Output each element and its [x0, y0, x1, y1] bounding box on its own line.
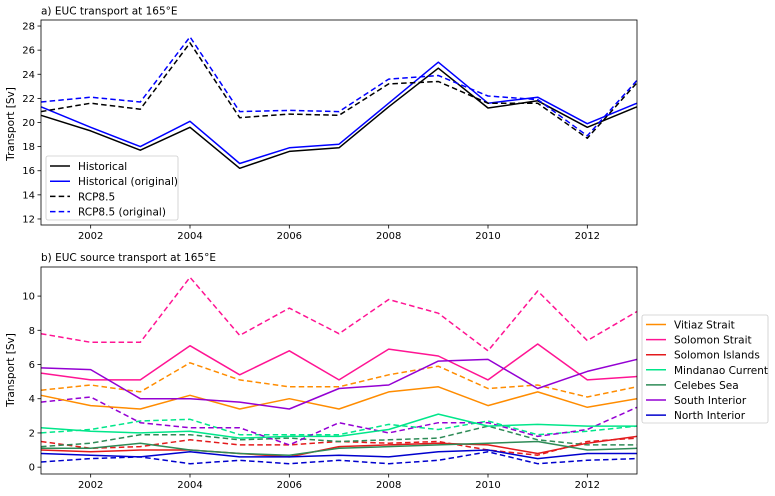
panel-a-x-tick-label: 2008 [376, 231, 401, 242]
panel-a-series-lines [40, 36, 638, 170]
panel-b-y-tick-label: 0 [29, 463, 35, 474]
panel-b-x-tick-label: 2006 [277, 480, 302, 491]
panel-a-y-tick-label: 22 [22, 94, 35, 105]
panel-b-series-dashed-line-0 [40, 362, 638, 398]
panel-b-legend-label: South Interior [674, 395, 747, 407]
panel-b-x-tick-label: 2012 [575, 480, 600, 491]
panel-b-legend-label: North Interior [674, 410, 746, 422]
panel-b-legend-label: Mindanao Current [674, 365, 768, 377]
panel-a-y-tick-label: 24 [22, 70, 35, 81]
panel-b-series-solid-line-0 [40, 386, 638, 410]
panel-a-x-tick-label: 2004 [177, 231, 202, 242]
panel-a-x-tick-label: 2012 [575, 231, 600, 242]
panel-b-axes-frame [40, 266, 638, 475]
panel-b-series-dashed-line-1 [40, 276, 638, 352]
panel-b-legend-label: Vitiaz Strait [674, 320, 735, 332]
panel-b-legend: Vitiaz Strait Solomon Strait Solomon Islan… [641, 314, 769, 424]
panel-a-legend-label: RCP8.5 [78, 191, 115, 203]
panel-b-ticks: 2002 2004 2006 2008 2010 2012 0 2 4 6 8 10 [22, 292, 600, 491]
panel-b-euc-source-transport: b) EUC source transport at 165°E Transpo… [5, 252, 769, 491]
panel-a-ticks: 2002 2004 2006 2008 2010 2012 12 14 16 18 20 22 24 26… [22, 22, 600, 242]
panel-b-y-tick-label: 8 [29, 326, 35, 337]
panel-a-axes-frame [40, 19, 638, 226]
panel-b-series-solid-line-6 [40, 449, 637, 460]
panel-b-y-tick-label: 2 [29, 428, 35, 439]
panel-a-y-tick-label: 20 [22, 118, 35, 129]
panel-a-legend-label: RCP8.5 (original) [78, 207, 166, 219]
panel-a-legend-label: Historical (original) [78, 176, 178, 188]
panel-b-y-tick-label: 10 [22, 292, 35, 303]
panel-a-series-line-0 [40, 67, 638, 170]
panel-b-x-tick-label: 2010 [475, 480, 500, 491]
panel-b-series-solid-line-3 [40, 413, 637, 439]
panel-a-x-tick-label: 2002 [78, 231, 103, 242]
panel-b-series-solid-line-5 [40, 358, 638, 410]
panel-b-x-tick-label: 2002 [78, 480, 103, 491]
panel-a-y-tick-label: 14 [22, 190, 35, 201]
panel-a-x-tick-label: 2006 [277, 231, 302, 242]
panel-b-series-solid-line-2 [40, 435, 638, 458]
panel-a-series-line-1 [40, 61, 638, 165]
panel-a-y-tick-label: 12 [22, 214, 35, 225]
panel-b-series-dashed-line-3 [40, 418, 638, 436]
panel-a-y-tick-label: 16 [22, 166, 35, 177]
panel-a-y-axis-label: Transport [Sv] [5, 87, 17, 162]
panel-b-y-tick-label: 6 [29, 360, 35, 371]
panel-a-x-tick-label: 2010 [475, 231, 500, 242]
panel-b-series-solid-line-4 [41, 440, 638, 456]
panel-b-series-dashed-line-4 [40, 425, 637, 448]
panel-b-series-lines [40, 276, 638, 465]
panel-b-x-tick-label: 2008 [376, 480, 401, 491]
panel-b-legend-label: Solomon Strait [674, 335, 752, 347]
panel-a-legend-box [45, 155, 179, 221]
panel-a-series-line-3 [40, 36, 638, 137]
panel-b-series-solid-line-1 [40, 343, 638, 381]
panel-b-legend-box [641, 314, 769, 424]
panel-b-legend-label: Celebes Sea [674, 380, 739, 392]
panel-a-series-line-2 [40, 42, 638, 139]
panel-b-y-axis-label: Transport [Sv] [5, 333, 17, 408]
panel-a-title: a) EUC transport at 165°E [41, 6, 178, 18]
panel-a-legend: Historical Historical (original) RCP8.5 RCP… [45, 155, 179, 221]
panel-b-legend-label: Solomon Islands [674, 350, 760, 362]
panel-a-legend-label: Historical [78, 161, 127, 173]
panel-a-y-tick-label: 26 [22, 46, 35, 57]
panel-a-y-tick-label: 28 [22, 22, 35, 33]
panel-b-x-tick-label: 2004 [177, 480, 202, 491]
panel-a-y-tick-label: 18 [22, 142, 35, 153]
panel-b-series-dashed-line-5 [40, 396, 638, 446]
panel-b-title: b) EUC source transport at 165°E [41, 252, 216, 264]
panel-b-y-tick-label: 4 [29, 394, 35, 405]
panel-a-euc-transport: a) EUC transport at 165°E Transport [Sv]… [5, 6, 638, 242]
